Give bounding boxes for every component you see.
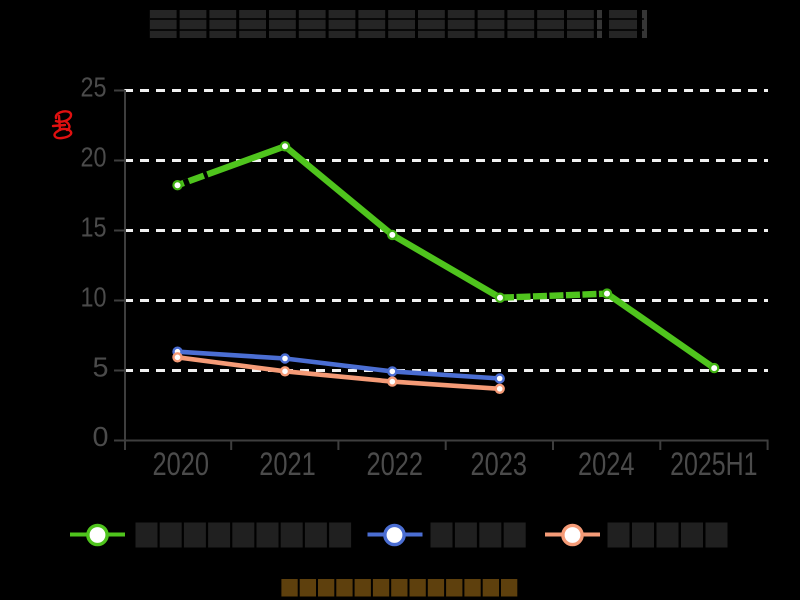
svg-text:2022: 2022: [367, 446, 424, 482]
svg-text:15: 15: [81, 212, 107, 243]
svg-text:25: 25: [81, 72, 107, 103]
svg-text:0: 0: [93, 421, 109, 452]
svg-text:10: 10: [81, 282, 107, 313]
svg-text:2021: 2021: [259, 446, 316, 482]
svg-text:2023: 2023: [471, 446, 528, 482]
svg-text:2024: 2024: [578, 446, 635, 482]
svg-text:20: 20: [81, 142, 107, 173]
svg-text:2020: 2020: [153, 446, 210, 482]
svg-text:5: 5: [93, 352, 109, 383]
svg-text:2025H1: 2025H1: [670, 447, 757, 483]
